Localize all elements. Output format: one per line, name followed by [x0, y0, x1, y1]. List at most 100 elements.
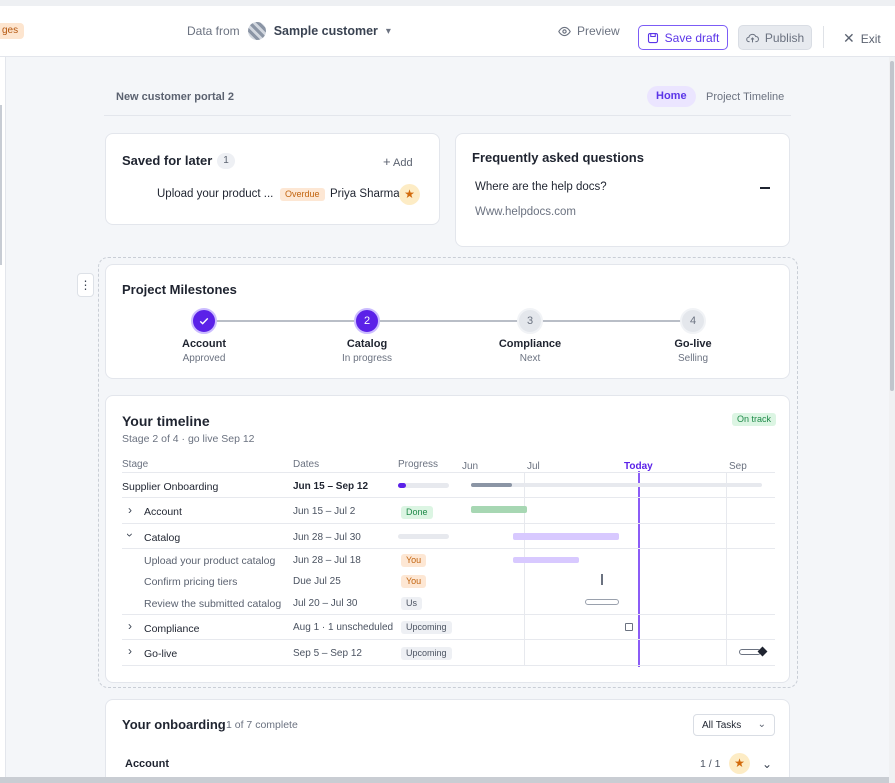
timeline-card: Your timeline Stage 2 of 4 · go live Sep…	[105, 395, 790, 683]
portal-header: New customer portal 2 Home Project Timel…	[104, 78, 791, 116]
milestone-step-1	[191, 308, 217, 334]
divider	[823, 26, 824, 48]
chevron-down-icon[interactable]: ⌄	[762, 757, 773, 771]
scrollbar-thumb[interactable]	[890, 61, 894, 391]
star-icon[interactable]: ★	[399, 184, 420, 205]
more-options-icon[interactable]: ⋮	[77, 273, 94, 297]
exit-button[interactable]: ✕ Exit	[843, 30, 881, 47]
table-row[interactable]: › Compliance Aug 1 · 1 unscheduled Upcom…	[122, 614, 775, 639]
save-draft-label: Save draft	[664, 30, 720, 45]
done-badge: Done	[401, 506, 433, 519]
stage-label: Go-live	[144, 648, 178, 660]
saved-count-badge: 1	[217, 153, 235, 169]
milestone-connector	[204, 320, 694, 322]
task-filter-value: All Tasks	[702, 720, 742, 731]
saved-for-later-card: Saved for later 1 + Add Upload your prod…	[105, 133, 440, 225]
preview-label: Preview	[577, 24, 620, 38]
faq-title: Frequently asked questions	[472, 150, 644, 165]
milestone-name: Account	[182, 338, 226, 350]
gantt-bar	[513, 533, 619, 540]
today-marker	[638, 471, 640, 667]
onboarding-count: 1 of 7 complete	[226, 719, 298, 731]
stage-label: Compliance	[144, 623, 200, 635]
milestone-name: Go-live	[674, 338, 712, 350]
plus-icon: +	[383, 154, 391, 169]
add-label: Add	[393, 157, 413, 169]
chevron-right-icon[interactable]: ›	[128, 644, 132, 658]
chevron-right-icon[interactable]: ›	[128, 619, 132, 633]
table-row[interactable]: › Go-live Sep 5 – Sep 12 Upcoming	[122, 639, 775, 666]
due-marker	[601, 574, 603, 585]
stage-dates: Jun 15 – Sep 12	[293, 481, 369, 492]
milestone-status: In progress	[341, 353, 393, 364]
today-label: Today	[624, 461, 653, 472]
customer-avatar	[247, 22, 266, 40]
task-filter-select[interactable]: All Tasks ⌄	[693, 714, 775, 736]
vertical-scrollbar[interactable]	[889, 57, 895, 783]
chevron-down-icon[interactable]: ›	[123, 533, 137, 537]
horizontal-scrollbar[interactable]	[0, 777, 889, 783]
milestone-name: Catalog	[346, 338, 388, 350]
stage-dates: Jun 28 – Jul 30	[293, 532, 361, 543]
saved-task-title[interactable]: Upload your product ...	[157, 188, 274, 200]
publish-button[interactable]: Publish	[738, 25, 812, 50]
star-icon[interactable]: ★	[729, 753, 750, 774]
task-label: Upload your product catalog	[144, 555, 276, 567]
gantt-bar	[513, 557, 579, 563]
stage-dates: Jun 15 – Jul 2	[293, 506, 356, 517]
table-row[interactable]: Supplier Onboarding Jun 15 – Sep 12	[122, 472, 775, 496]
section-title[interactable]: Account	[125, 758, 169, 770]
table-row[interactable]: › Catalog Jun 28 – Jul 30	[122, 523, 775, 548]
overdue-badge: Overdue	[280, 188, 325, 201]
tab-home[interactable]: Home	[647, 86, 696, 107]
task-label: Review the submitted catalog	[144, 598, 282, 610]
exit-label: Exit	[860, 31, 881, 46]
milestone-step-3: 3	[517, 308, 543, 334]
month-jun: Jun	[462, 461, 479, 472]
task-label: Confirm pricing tiers	[144, 576, 238, 588]
table-row[interactable]: Review the submitted catalog Jul 20 – Ju…	[122, 592, 775, 613]
milestones-title: Project Milestones	[122, 282, 237, 297]
data-source-selector[interactable]: Data from Sample customer ▾	[187, 22, 391, 40]
table-row[interactable]: Upload your product catalog Jun 28 – Jul…	[122, 548, 775, 570]
save-icon	[647, 32, 658, 43]
us-badge: Us	[401, 597, 422, 610]
faq-question[interactable]: Where are the help docs?	[475, 181, 607, 193]
gantt-gridline	[726, 472, 727, 666]
task-dates: Due Jul 25	[293, 576, 341, 587]
milestone-status: Next	[519, 353, 541, 364]
milestone-status: Approved	[182, 353, 226, 364]
changes-tag[interactable]: ges	[0, 23, 25, 39]
add-button[interactable]: + Add	[383, 154, 413, 169]
chevron-right-icon[interactable]: ›	[128, 503, 132, 517]
data-from-label: Data from	[187, 24, 240, 38]
publish-label: Publish	[764, 30, 805, 45]
upcoming-badge: Upcoming	[401, 647, 452, 660]
progress-bar	[398, 534, 449, 539]
gantt-bar-progress	[471, 483, 512, 487]
check-icon	[199, 317, 209, 325]
table-row[interactable]: Confirm pricing tiers Due Jul 25 You	[122, 570, 775, 592]
stage-label: Catalog	[144, 532, 181, 544]
eye-icon	[558, 26, 571, 36]
stage-label: Supplier Onboarding	[122, 481, 219, 493]
save-draft-button[interactable]: Save draft	[638, 25, 728, 50]
table-row[interactable]: › Account Jun 15 – Jul 2 Done	[122, 497, 775, 522]
assignee-name: Priya Sharma	[330, 188, 400, 200]
diamond-icon	[757, 646, 768, 657]
col-dates: Dates	[293, 459, 320, 470]
preview-button[interactable]: Preview	[558, 24, 620, 38]
portal-title: New customer portal 2	[116, 91, 234, 103]
saved-title: Saved for later	[122, 153, 213, 168]
stage-dates: Aug 1 · 1 unscheduled	[293, 622, 394, 633]
milestone-step-2: 2	[354, 308, 380, 334]
gantt-gridline	[524, 472, 525, 666]
onboarding-title: Your onboarding	[122, 717, 226, 732]
milestone-status: Selling	[677, 353, 709, 364]
collapse-icon[interactable]	[760, 187, 770, 189]
gantt-bar	[471, 506, 527, 513]
faq-answer: Www.helpdocs.com	[475, 206, 576, 218]
chevron-down-icon: ▾	[385, 25, 391, 37]
tab-project-timeline[interactable]: Project Timeline	[706, 91, 785, 103]
selected-block-outline	[98, 257, 798, 688]
